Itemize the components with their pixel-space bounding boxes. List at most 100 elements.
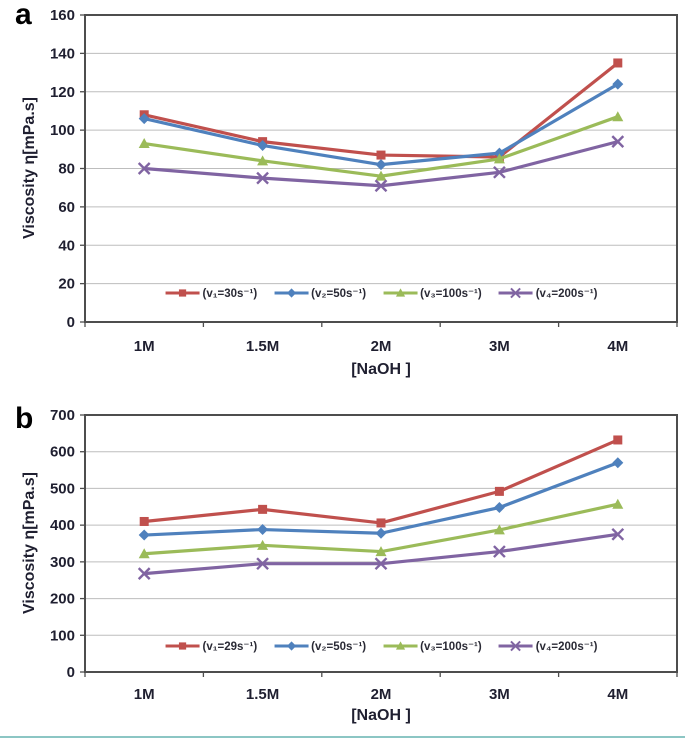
y-axis-tick-label: 500	[50, 480, 75, 497]
marker-triangle	[395, 288, 405, 297]
marker-square	[494, 486, 504, 496]
marker-diamond	[375, 527, 387, 539]
panel-b-y-axis-title: Viscosity η[mPa.s]	[21, 472, 38, 614]
marker-triangle	[138, 138, 150, 149]
x-axis-category-label: 1M	[134, 338, 155, 355]
legend-label: (v₃=100s⁻¹)	[420, 641, 482, 653]
y-axis-tick-label: 120	[50, 84, 75, 101]
marker-square	[613, 58, 623, 68]
marker-x	[256, 557, 269, 571]
y-axis-tick-label: 200	[50, 591, 75, 608]
marker-square	[178, 642, 187, 650]
marker-x	[374, 557, 388, 571]
marker-triangle	[257, 155, 269, 166]
marker-triangle	[612, 111, 624, 122]
series-line	[142, 438, 620, 525]
marker-x	[256, 171, 269, 185]
legend-label: (v₄=200s⁻¹)	[535, 288, 598, 300]
marker-square	[376, 518, 386, 528]
legend-label: (v₄=200s⁻¹)	[535, 641, 598, 653]
marker-diamond	[286, 641, 296, 651]
plot-border	[84, 14, 678, 323]
marker-x	[510, 640, 522, 652]
marker-triangle	[375, 546, 387, 557]
x-axis-category-label: 4M	[607, 686, 628, 703]
x-axis-category-label: 4M	[607, 338, 628, 355]
marker-triangle	[612, 498, 624, 509]
panel-b-label: b	[15, 402, 34, 435]
y-axis-tick-label: 80	[58, 161, 75, 178]
marker-square	[376, 150, 386, 160]
legend-item: (v₁=30s⁻¹)	[165, 286, 258, 300]
x-axis-category-label: 1M	[134, 686, 155, 703]
marker-triangle	[375, 170, 387, 181]
y-axis-tick-label: 40	[58, 237, 75, 254]
y-axis-tick-label: 160	[50, 7, 75, 24]
marker-diamond	[257, 139, 269, 151]
marker-diamond	[138, 113, 150, 125]
panel-a-plot: 0 20 40 60 80 100 120 140 160 1M 1.5M 2M 3M 4M	[50, 7, 678, 355]
series-square	[139, 435, 623, 528]
panel-a-x-axis-title: [NaOH ]	[351, 361, 411, 378]
marker-triangle	[493, 524, 505, 535]
legend-label: (v₃=100s⁻¹)	[420, 288, 482, 300]
legend-item: (v₄=200s⁻¹)	[498, 286, 598, 300]
panel-a-legend: (v₁=30s⁻¹) (v₂=50s⁻¹) (v₃=100s⁻¹) (v₄=200s⁻…	[165, 286, 598, 300]
legend-label: (v₁=29s⁻¹)	[202, 641, 258, 653]
legend-label: (v₂=50s⁻¹)	[311, 641, 367, 653]
marker-x	[611, 527, 625, 541]
marker-diamond	[612, 457, 624, 469]
series-diamond	[138, 78, 624, 171]
y-axis-tick-label: 700	[50, 407, 75, 424]
x-axis-category-label: 3M	[489, 338, 510, 355]
marker-diamond	[493, 502, 505, 514]
marker-diamond	[612, 78, 624, 90]
marker-square	[178, 289, 187, 297]
marker-x	[137, 162, 151, 175]
legend-swatch-square-icon	[165, 289, 200, 297]
marker-diamond	[138, 529, 150, 541]
panel-b-x-axis-title: [NaOH ]	[351, 707, 411, 724]
series-square	[139, 58, 623, 162]
marker-x	[611, 135, 625, 148]
x-axis-category-label: 1.5M	[246, 686, 279, 703]
legend-swatch-diamond-icon	[274, 288, 309, 298]
panel-b-legend: (v₁=29s⁻¹) (v₂=50s⁻¹) (v₃=100s⁻¹) (v₄=200s⁻…	[165, 639, 598, 653]
marker-square	[258, 504, 268, 514]
legend-label: (v₁=30s⁻¹)	[202, 288, 258, 300]
legend-item: (v₃=100s⁻¹)	[382, 639, 482, 653]
legend-item: (v₂=50s⁻¹)	[273, 639, 366, 653]
marker-diamond	[257, 524, 269, 536]
marker-diamond	[375, 159, 387, 171]
x-axis-category-label: 2M	[371, 338, 392, 355]
x-axis-category-label: 2M	[371, 686, 392, 703]
panel-a-y-axis-title: Viscosity η[mPa.s]	[21, 97, 38, 239]
marker-x	[493, 545, 506, 558]
legend-swatch-triangle-icon	[383, 288, 418, 297]
legend-swatch-square-icon	[165, 642, 200, 650]
y-axis-tick-label: 400	[50, 517, 75, 534]
y-axis-tick-label: 100	[50, 122, 75, 139]
y-axis-tick-label: 100	[50, 627, 75, 644]
series-x	[137, 527, 625, 580]
series-diamond	[138, 457, 624, 541]
y-axis-tick-label: 20	[58, 276, 75, 293]
legend-item: (v₂=50s⁻¹)	[273, 286, 366, 300]
figure-bottom-edge	[0, 736, 685, 738]
marker-triangle	[138, 548, 150, 559]
series-x	[137, 135, 625, 193]
legend-swatch-diamond-icon	[274, 641, 309, 651]
marker-diamond	[493, 147, 505, 159]
marker-x	[510, 287, 522, 299]
marker-square	[613, 435, 623, 445]
y-axis-tick-label: 60	[58, 199, 75, 216]
y-axis-tick-label: 140	[50, 45, 75, 62]
marker-diamond	[286, 288, 296, 298]
panel-a-label: a	[15, 0, 32, 31]
legend-swatch-x-icon	[498, 640, 533, 652]
legend-label: (v₂=50s⁻¹)	[311, 288, 367, 300]
legend-item: (v₁=29s⁻¹)	[165, 639, 258, 653]
y-axis-tick-label: 300	[50, 554, 75, 571]
